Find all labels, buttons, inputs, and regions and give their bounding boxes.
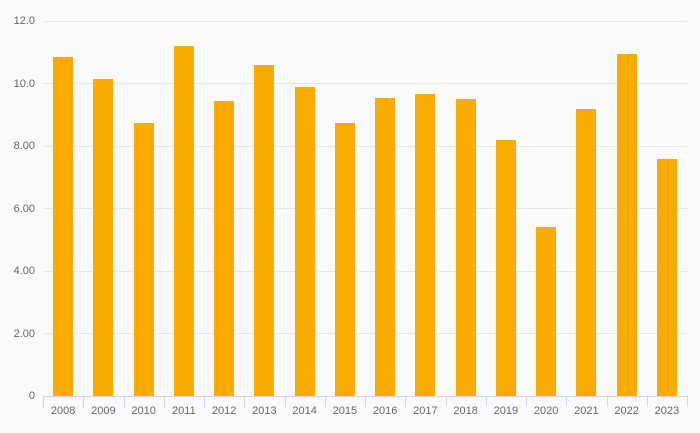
- y-axis-tick-label: 12.0: [13, 15, 35, 27]
- column-bar-2008[interactable]: [53, 56, 74, 396]
- column-bar-2015[interactable]: [334, 122, 355, 396]
- x-axis-tick-label: 2021: [574, 405, 599, 417]
- x-axis-tick-label: 2008: [50, 405, 76, 417]
- x-axis-tick-label: 2012: [211, 405, 237, 417]
- x-axis-tick-label: 2018: [453, 405, 478, 417]
- column-bar-2023[interactable]: [656, 158, 677, 396]
- x-axis-tick: [324, 397, 326, 407]
- x-axis-tick-label: 2013: [252, 405, 277, 417]
- y-axis-tick-label: 8.00: [13, 140, 35, 152]
- column-bar-2018[interactable]: [455, 99, 476, 396]
- x-axis-tick: [43, 397, 44, 407]
- x-axis-tick: [485, 397, 487, 407]
- column-bar-2019[interactable]: [495, 139, 516, 396]
- column-bar-2012[interactable]: [214, 100, 235, 396]
- x-axis-tick-label: 2022: [614, 405, 639, 417]
- x-axis-tick-label: 2020: [533, 405, 559, 417]
- x-axis-tick-label: 2017: [413, 405, 438, 417]
- x-axis-tick: [445, 397, 447, 407]
- x-axis-tick-label: 2009: [91, 405, 116, 417]
- x-axis-tick: [83, 397, 85, 407]
- column-bar-2022[interactable]: [616, 53, 637, 396]
- x-axis-tick-label: 2023: [654, 405, 680, 417]
- x-axis-tick-label: 2011: [172, 405, 196, 417]
- x-axis-tick: [163, 397, 165, 407]
- column-bar-2013[interactable]: [254, 64, 275, 396]
- column-bar-2020[interactable]: [536, 227, 557, 396]
- x-axis-tick: [244, 397, 246, 407]
- column-bar-2016[interactable]: [375, 97, 396, 396]
- x-axis-tick: [566, 397, 568, 407]
- x-axis-tick: [365, 397, 366, 407]
- x-axis-tick: [123, 397, 125, 407]
- x-axis-tick-label: 2014: [292, 405, 317, 417]
- grid-line: [43, 20, 687, 22]
- y-axis-tick-label: 0: [28, 390, 35, 402]
- column-bar-2017[interactable]: [415, 94, 436, 396]
- x-axis-tick-label: 2016: [372, 405, 398, 417]
- grid-line: [43, 83, 687, 84]
- x-axis-tick: [687, 397, 688, 407]
- x-axis-tick-label: 2019: [493, 405, 519, 417]
- column-bar-2021[interactable]: [576, 108, 597, 396]
- x-axis-tick-label: 2015: [332, 405, 358, 417]
- y-axis-tick-label: 2.00: [13, 327, 35, 340]
- x-axis-tick: [526, 397, 527, 407]
- column-bar-2010[interactable]: [133, 122, 154, 396]
- x-axis-tick-label: 2010: [131, 405, 156, 417]
- x-axis-tick: [646, 397, 648, 407]
- x-axis-tick: [405, 397, 407, 407]
- y-axis-tick-label: 10.0: [13, 77, 35, 90]
- column-bar-2009[interactable]: [93, 78, 114, 396]
- x-axis-line: [43, 396, 688, 397]
- x-axis-tick: [606, 397, 608, 407]
- x-axis-tick: [204, 397, 205, 407]
- x-axis-tick: [284, 397, 286, 407]
- y-axis-tick-label: 4.00: [13, 265, 35, 277]
- column-bar-2011[interactable]: [173, 46, 194, 396]
- column-bar-2014[interactable]: [294, 86, 315, 396]
- y-axis-tick-label: 6.00: [13, 202, 35, 215]
